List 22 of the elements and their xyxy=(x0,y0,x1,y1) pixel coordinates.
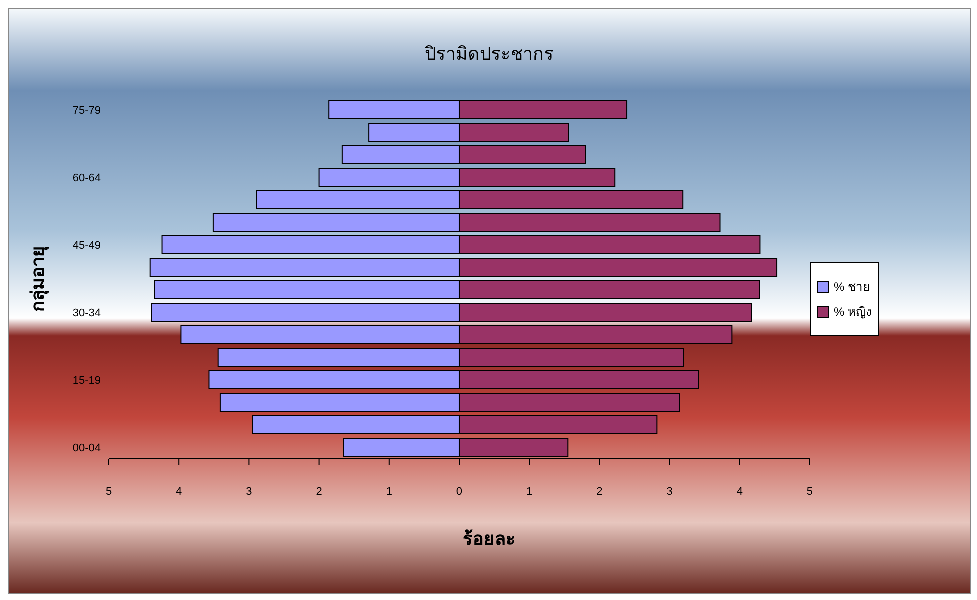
y-axis-title: กลุ่มอายุ xyxy=(27,246,50,312)
legend-label: % ชาย xyxy=(834,279,870,296)
legend-label: % หญิง xyxy=(834,304,872,321)
y-tick-label: 60-64 xyxy=(72,172,101,185)
y-tick-label: 00-04 xyxy=(72,442,101,455)
x-tick-label: 0 xyxy=(456,486,463,498)
x-tick-label: 4 xyxy=(176,486,182,498)
x-tick-label: 3 xyxy=(666,486,673,498)
x-tick-label: 5 xyxy=(106,486,112,498)
x-tick-label: 1 xyxy=(386,486,392,498)
x-axis-title: ร้อยละ xyxy=(462,528,517,551)
chart-title: ปิรามิดประชากร xyxy=(424,43,555,66)
x-tick-label: 1 xyxy=(526,486,533,498)
x-tick-label: 5 xyxy=(806,486,814,498)
y-tick-label: 75-79 xyxy=(72,105,101,118)
y-tick-label: 45-49 xyxy=(72,240,101,252)
x-tick-label: 2 xyxy=(316,486,322,498)
y-tick-label: 15-19 xyxy=(72,375,101,388)
x-tick-label: 3 xyxy=(246,486,252,498)
x-tick-label: 2 xyxy=(596,486,603,498)
x-tick-label: 4 xyxy=(736,486,743,498)
y-tick-label: 30-34 xyxy=(72,308,101,320)
